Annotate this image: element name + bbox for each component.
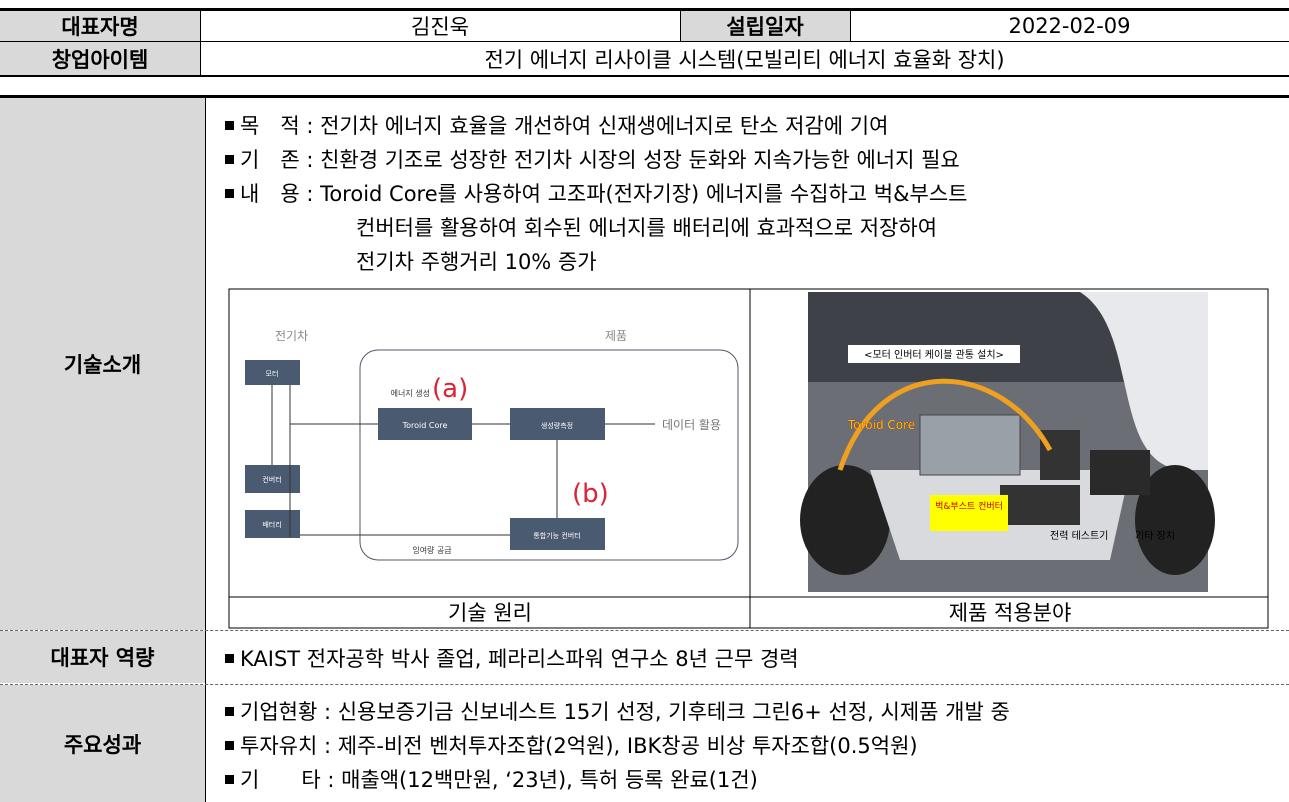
cell: 대표자명 [0, 11, 200, 41]
rule [680, 11, 681, 41]
label: 제품 [605, 329, 627, 343]
block [510, 408, 605, 440]
photo-label: Toroid Core [847, 418, 915, 432]
label: (a) [432, 374, 468, 404]
cell: 대표자 역량 [0, 631, 205, 683]
block [245, 510, 300, 538]
bullet-text: 기업현황 : 신용보증기금 신보네스트 15기 선정, 기후테크 그린6+ 선정… [240, 700, 1010, 724]
label: Toroid Core [402, 421, 448, 430]
bullet: KAIST 전자공학 박사 졸업, 페라리스파워 연구소 8년 근무 경력 [225, 643, 799, 673]
rule [200, 11, 201, 75]
rule [0, 41, 1289, 42]
bullet-cont: 전기차 주행거리 10% 증가 [356, 250, 597, 274]
bullet-text: 기 존 : 친환경 기조로 성장한 전기차 시장의 성장 둔화와 지속가능한 에… [240, 148, 960, 172]
rule [0, 630, 1289, 632]
block [378, 408, 472, 440]
block [510, 518, 605, 550]
bullet: 목 적 : 전기차 에너지 효율을 개선하여 신재생에너지로 탄소 저감에 기여 [225, 110, 888, 140]
label: 잉여량 공급 [412, 545, 451, 555]
cell: 2022-02-09 [1008, 14, 1131, 38]
cell: 전기 에너지 리사이클 시스템(모빌리티 에너지 효율화 장치) [484, 47, 1005, 72]
rule [205, 98, 206, 802]
rule [0, 684, 1289, 686]
bullet-text: 기 타 : 매출액(12백만원, ‘23년), 특허 등록 완료(1건) [240, 768, 758, 792]
rule [850, 11, 851, 41]
photo-label: 전력 테스트기 [1050, 530, 1108, 542]
photo-label-bg [930, 495, 1008, 531]
block [245, 360, 300, 385]
photo: <모터 인버터 케이블 관통 설치> Toroid Core 벅&부스트 컨버터… [800, 292, 1215, 592]
arrows [271, 385, 655, 537]
bullet: 기 존 : 친환경 기조로 성장한 전기차 시장의 성장 둔화와 지속가능한 에… [225, 144, 960, 174]
caption: 제품 적용분야 [949, 601, 1072, 625]
rule [0, 95, 1289, 98]
cell: 김진욱 [411, 15, 469, 39]
bullet-text: KAIST 전자공학 박사 졸업, 페라리스파워 연구소 8년 근무 경력 [240, 647, 799, 671]
bullet: 내 용 : Toroid Core를 사용하여 고조파(전자기장) 에너지를 수… [225, 178, 967, 208]
label: (b) [572, 479, 609, 509]
diagram: 전기차 제품 모터 컨버터 배터리 Toroid Core 생성량측정 통합기능… [245, 329, 739, 561]
bullet: 투자유치 : 제주-비전 벤처투자조합(2억원), IBK창공 비상 투자조합(… [225, 730, 918, 760]
bullet: 기 타 : 매출액(12백만원, ‘23년), 특허 등록 완료(1건) [225, 764, 758, 794]
label: 모터 [266, 369, 279, 378]
bullet-cont: 컨버터를 활용하여 회수된 에너지를 배터리에 효과적으로 저장하여 [356, 216, 938, 240]
block [245, 465, 300, 493]
label: 데이터 활용 [662, 418, 721, 432]
photo-label-bg [848, 345, 1020, 363]
bullet-text: 목 적 : 전기차 에너지 효율을 개선하여 신재생에너지로 탄소 저감에 기여 [240, 114, 889, 138]
caption: 기술 원리 [448, 601, 532, 625]
label: 컨버터 [262, 475, 281, 484]
cell: 창업아이템 [0, 42, 200, 75]
cell: 기술소개 [0, 98, 205, 630]
label: 전기차 [275, 329, 308, 343]
photo-label: 기타 장치 [1135, 530, 1175, 542]
product-box [359, 349, 739, 561]
label: 생성량측정 [541, 421, 573, 430]
bullet: 기업현황 : 신용보증기금 신보네스트 15기 선정, 기후테크 그린6+ 선정… [225, 696, 1010, 726]
label: 에너지 생성 [391, 388, 430, 398]
cell: 설립일자 [680, 11, 850, 41]
photo-label: 벅&부스트 컨버터 [935, 501, 1003, 512]
bullet-text: 내 용 : Toroid Core를 사용하여 고조파(전자기장) 에너지를 수… [240, 182, 968, 206]
cell: 주요성과 [0, 685, 205, 802]
figure-frame [228, 288, 1269, 629]
rule [0, 75, 1289, 77]
label: 배터리 [262, 520, 281, 529]
photo-label: <모터 인버터 케이블 관통 설치> [864, 349, 1004, 361]
label: 통합기능 컨버터 [533, 531, 580, 540]
rule [0, 8, 1289, 11]
bullet-text: 투자유치 : 제주-비전 벤처투자조합(2억원), IBK창공 비상 투자조합(… [240, 734, 918, 758]
